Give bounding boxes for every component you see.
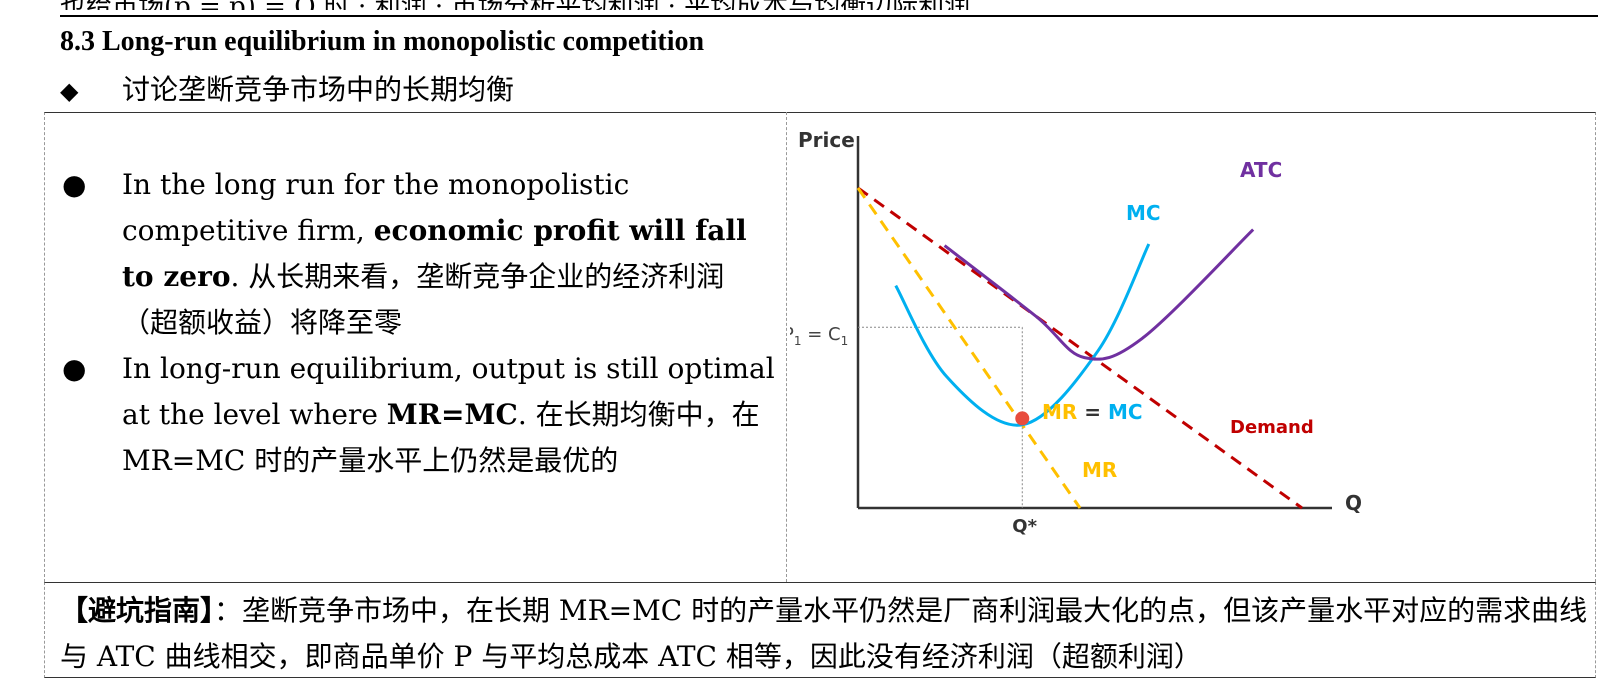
- bullet-list: ● In the long run for the monopolistic co…: [60, 162, 780, 484]
- previous-page-fragment: 也给市场(p = p) = Q 时 · 利润 · 市场分析平均利润 · 平均成本…: [60, 0, 1260, 10]
- bullet-text-bold: economic profit will fall to zero: [122, 214, 747, 293]
- equals-part: =: [1077, 400, 1108, 424]
- bullet-text-bold: MR=MC: [386, 398, 518, 431]
- demand-label: Demand: [1230, 417, 1314, 438]
- atc-label: ATC: [1240, 158, 1282, 182]
- mr-label: MR: [1082, 458, 1117, 482]
- mc-part: MC: [1108, 400, 1143, 424]
- bullet-text-plain: . 在长期均衡中，在MR=MC 时的产量水平上仍然是最优的: [122, 398, 760, 477]
- panel-divider: [786, 112, 787, 582]
- diamond-bullet-icon: ◆: [60, 77, 79, 105]
- y-tick-sub: 1: [841, 334, 849, 348]
- atc-curve: [943, 228, 1255, 361]
- y-tick-label: P1 = C1: [790, 324, 848, 348]
- tip-label: 【避坑指南】: [60, 594, 215, 627]
- tip-body: ：垄断竞争市场中，在长期 MR=MC 时的产量水平仍然是厂商利润最大化的点，但该…: [60, 594, 1588, 673]
- bullet-item-2: ● In long-run equilibrium, output is stil…: [60, 346, 780, 484]
- bullet-item-1: ● In the long run for the monopolistic co…: [60, 162, 780, 346]
- y-tick-p: P: [790, 324, 794, 345]
- intro-text: 讨论垄断竞争市场中的长期均衡: [122, 73, 515, 106]
- x-axis-label: Q: [1345, 491, 1362, 515]
- tip-panel: [44, 582, 1596, 678]
- section-title: 8.3 Long-run equilibrium in monopolistic…: [60, 26, 705, 57]
- bullet-text-plain: In the long run for the monopolistic com…: [122, 168, 630, 247]
- mc-curve: [894, 243, 1151, 427]
- x-tick-label: Q*: [1012, 516, 1037, 537]
- content-panel: [44, 112, 1596, 582]
- mr-part: MR: [1042, 400, 1077, 424]
- tip-text: 【避坑指南】：垄断竞争市场中，在长期 MR=MC 时的产量水平仍然是厂商利润最大…: [60, 588, 1590, 680]
- mr-equals-mc-label: MR = MC: [1042, 400, 1143, 424]
- top-divider: [60, 15, 1598, 17]
- y-tick-eq: = C: [802, 324, 841, 345]
- bullet-dot-icon: ●: [62, 168, 87, 201]
- bullet-text-plain: In long-run equilibrium, output is still…: [122, 352, 775, 431]
- demand-curve: [857, 186, 1303, 510]
- intro-line: ◆ 讨论垄断竞争市场中的长期均衡: [60, 68, 514, 108]
- y-tick-sub: 1: [794, 334, 802, 348]
- mc-label: MC: [1126, 201, 1161, 225]
- bullet-dot-icon: ●: [62, 352, 87, 385]
- equilibrium-point: [1015, 411, 1030, 426]
- bullet-text-plain: . 从长期来看，垄断竞争企业的经济利润（超额收益）将降至零: [122, 260, 725, 339]
- mr-curve: [856, 187, 1082, 509]
- monopolistic-competition-chart: Price Q Q* P1 = C1 ATC MC MR Demand MR =…: [790, 128, 1362, 537]
- y-axis-label: Price: [798, 128, 855, 152]
